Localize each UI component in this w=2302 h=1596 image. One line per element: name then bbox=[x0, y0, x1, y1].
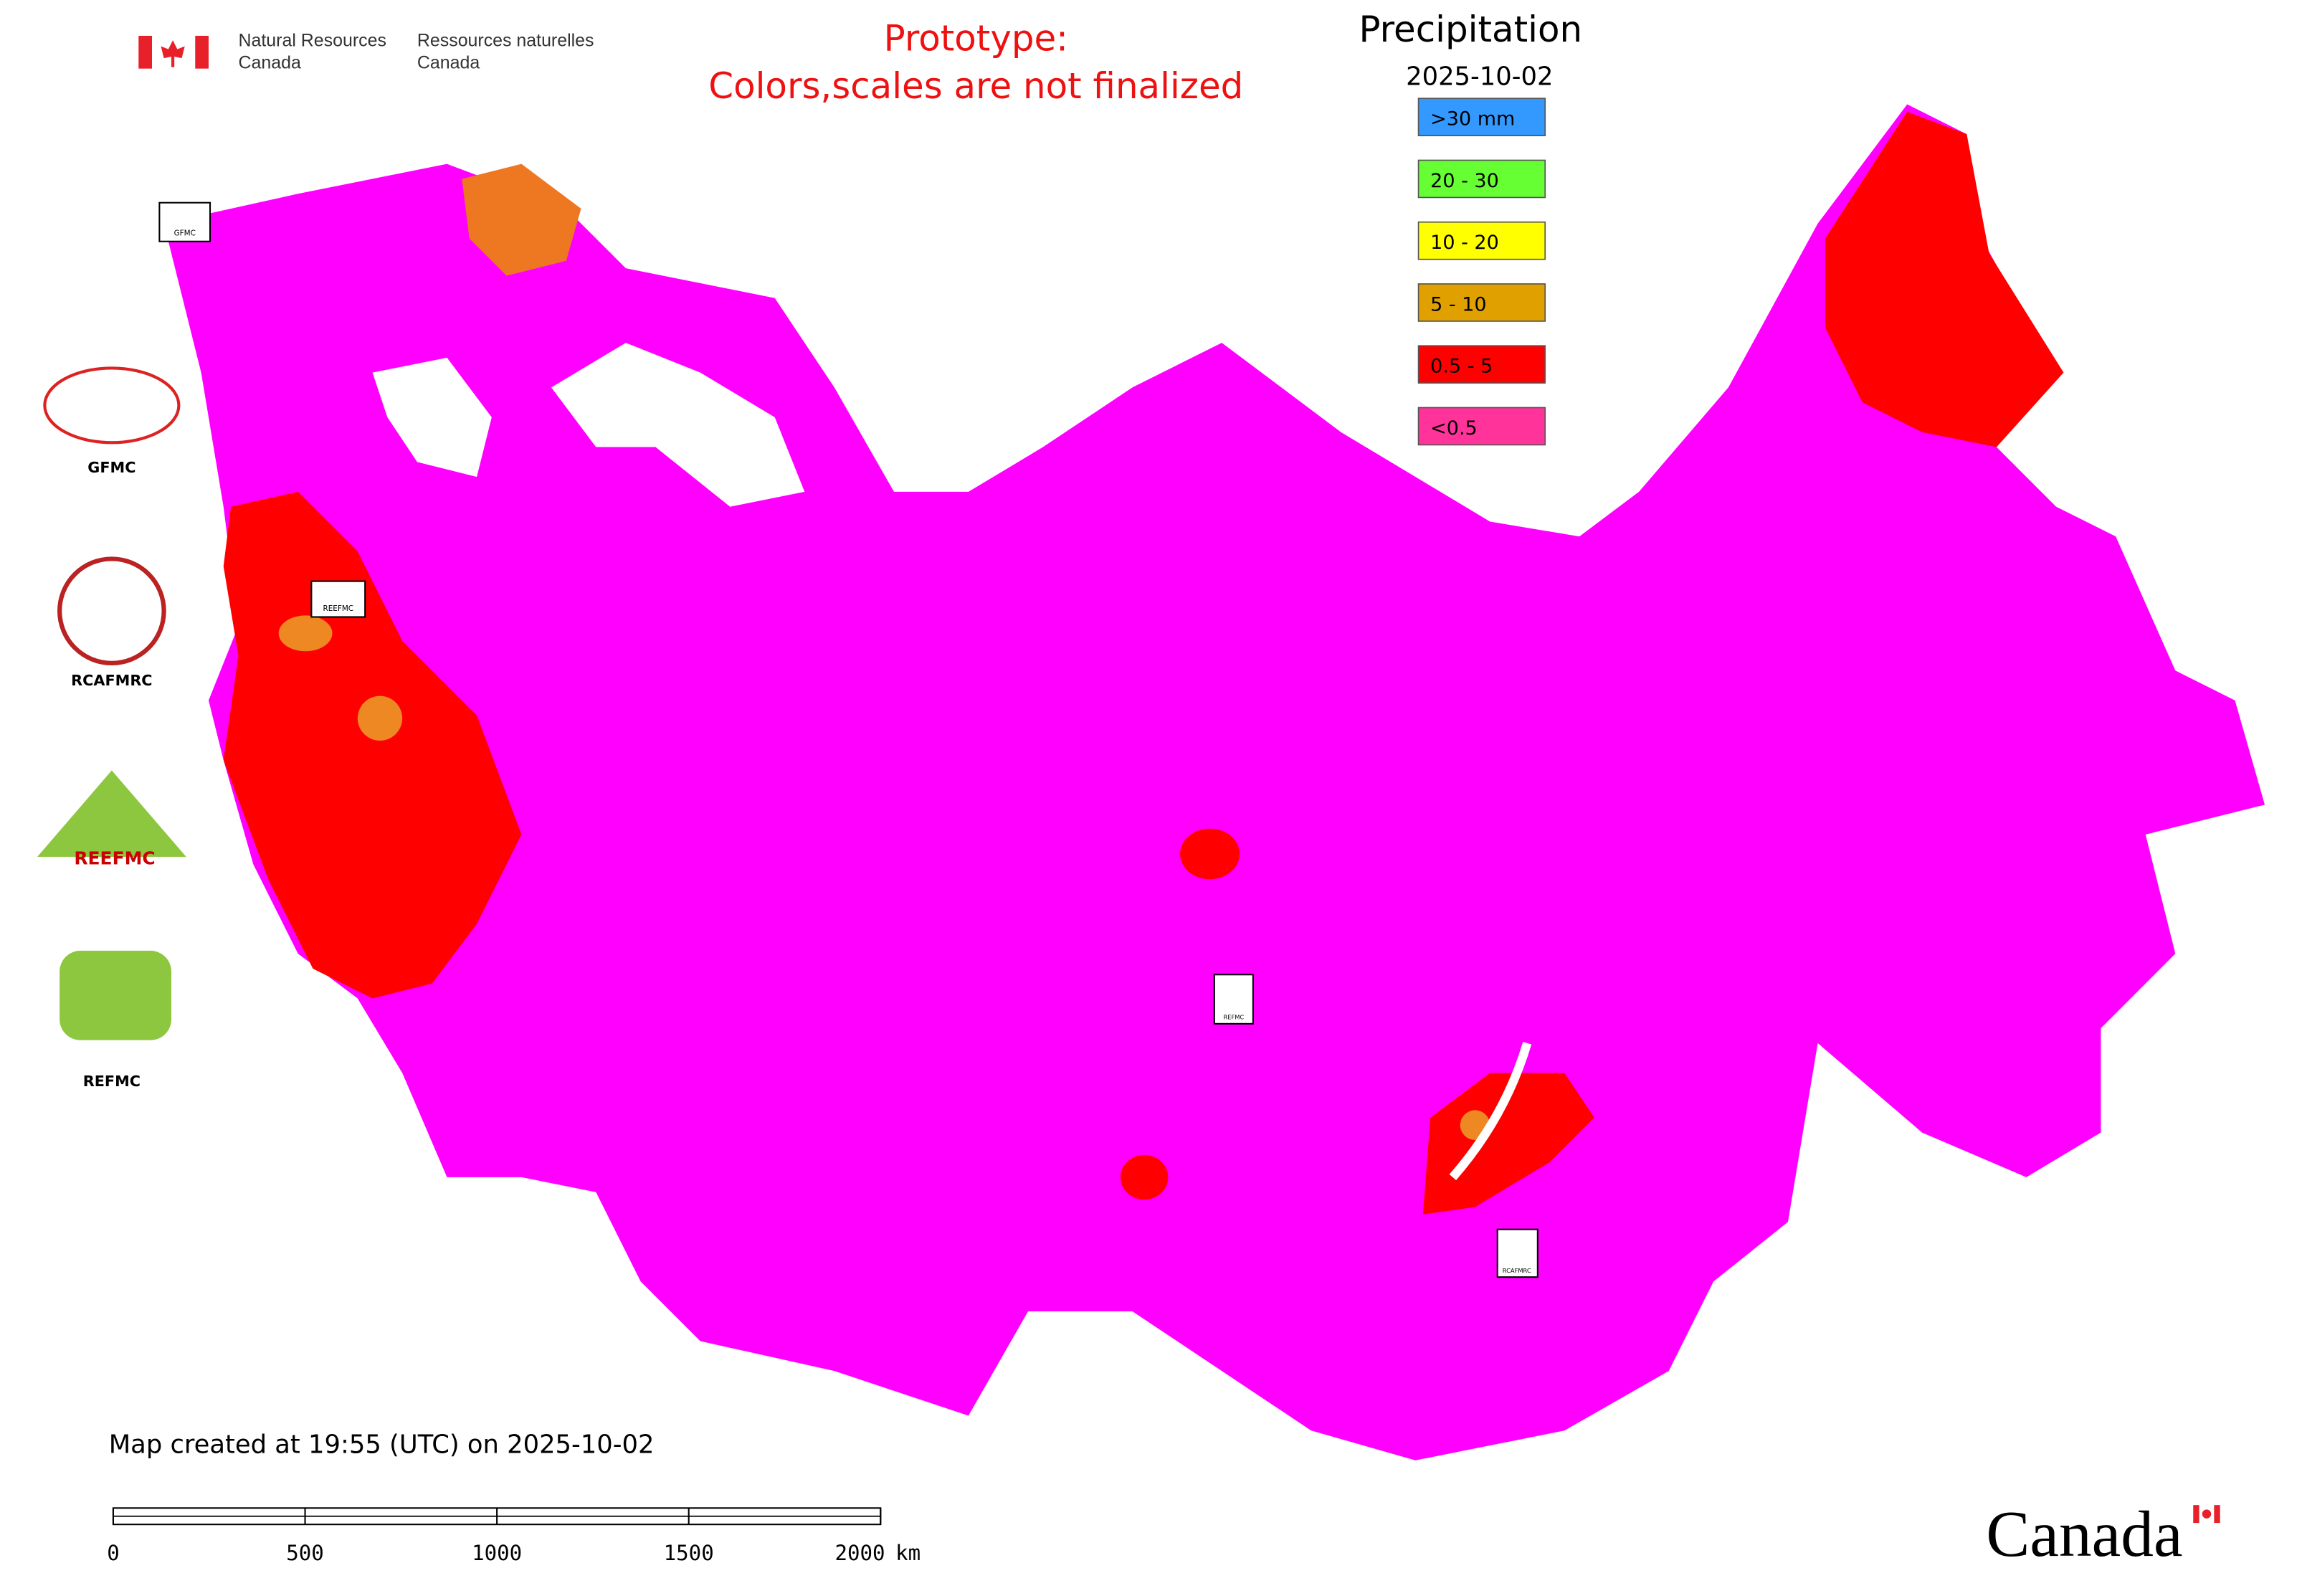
precip-red bbox=[1422, 1073, 1594, 1215]
map-marker bbox=[1496, 1228, 1538, 1278]
org-en: Canada bbox=[239, 53, 301, 73]
nrcan-signature: Natural Resources Canada Ressources natu… bbox=[138, 30, 594, 73]
org-fr: Canada bbox=[417, 53, 480, 73]
scale-label: 2000 bbox=[834, 1541, 885, 1565]
map-marker-label: GFMC bbox=[174, 229, 196, 237]
sea bbox=[372, 357, 492, 478]
legend-label: 0.5 - 5 bbox=[1430, 356, 1493, 378]
map-marker-label: REEFMC bbox=[323, 604, 353, 613]
flag-bar bbox=[2214, 1505, 2220, 1524]
map-marker-label: RCAFMRC bbox=[1503, 1267, 1531, 1274]
precip-orange bbox=[357, 695, 403, 741]
legend-swatch bbox=[1417, 98, 1546, 137]
scale-label: 500 bbox=[286, 1541, 324, 1565]
flag-bar bbox=[195, 35, 209, 69]
org-fr: Ressources naturelles bbox=[417, 30, 594, 50]
scale-label: 0 bbox=[107, 1541, 120, 1565]
map-marker bbox=[158, 201, 211, 242]
precip-orange bbox=[278, 615, 333, 652]
legend-label: 5 - 10 bbox=[1430, 293, 1486, 315]
legend-swatch bbox=[1417, 283, 1546, 322]
logo-label: REFMC bbox=[83, 1073, 141, 1090]
legend-swatch bbox=[1417, 159, 1546, 199]
created-note: Map created at 19:55 (UTC) on 2025-10-02 bbox=[109, 1430, 655, 1459]
logo-label: RCAFMRC bbox=[71, 672, 152, 689]
logo-gfmc bbox=[43, 366, 181, 445]
sea bbox=[551, 343, 805, 507]
flag-bar bbox=[138, 35, 152, 69]
flag-bar bbox=[2193, 1505, 2199, 1524]
precip-red bbox=[1825, 111, 2064, 447]
logo-refmc bbox=[60, 951, 172, 1040]
legend-title: Precipitation bbox=[1359, 9, 1582, 50]
precip-orange bbox=[462, 163, 581, 276]
legend-date: 2025-10-02 bbox=[1406, 62, 1553, 92]
scale-label: 1500 bbox=[664, 1541, 714, 1565]
partner-logos: GFMC RCAFMRC REEFMC REFMC bbox=[37, 366, 186, 1090]
canada-wordmark: Canada bbox=[1986, 1498, 2220, 1570]
legend-label: 20 - 30 bbox=[1430, 170, 1499, 192]
lake-baikal bbox=[1449, 1042, 1532, 1181]
scale-bar: 0 500 1000 1500 2000 km bbox=[107, 1507, 921, 1565]
map-marker bbox=[1213, 974, 1254, 1025]
legend-swatch bbox=[1417, 407, 1546, 446]
legend-label: >30 mm bbox=[1430, 108, 1515, 130]
logo-reefmc bbox=[37, 770, 186, 858]
maple-leaf bbox=[2202, 1509, 2212, 1519]
notice: Colors,scales are not finalized bbox=[708, 65, 1243, 107]
legend-swatch bbox=[1417, 221, 1546, 260]
map-marker bbox=[310, 580, 366, 618]
org-en: Natural Resources bbox=[239, 30, 386, 50]
precip-red bbox=[1120, 1154, 1169, 1200]
notice: Prototype: bbox=[884, 18, 1068, 60]
precip-red bbox=[1180, 828, 1240, 880]
scale-unit: km bbox=[895, 1541, 921, 1565]
maple-leaf bbox=[161, 40, 185, 67]
legend: Precipitation 2025-10-02 >30 mm 20 - 30 10… bbox=[1359, 9, 1582, 446]
wordmark: Canada bbox=[1986, 1498, 2182, 1570]
legend-swatch bbox=[1417, 345, 1546, 384]
map-marker-label: REFMC bbox=[1223, 1014, 1244, 1021]
legend-label: <0.5 bbox=[1430, 417, 1478, 440]
logo-label: GFMC bbox=[87, 459, 135, 476]
map: GFMC REEFMC REFMC RCAFMRC bbox=[158, 104, 2265, 1460]
scale-label: 1000 bbox=[472, 1541, 522, 1565]
legend-label: 10 - 20 bbox=[1430, 232, 1499, 254]
logo-label: REEFMC bbox=[74, 847, 155, 868]
logo-rcafmrc bbox=[57, 556, 166, 666]
